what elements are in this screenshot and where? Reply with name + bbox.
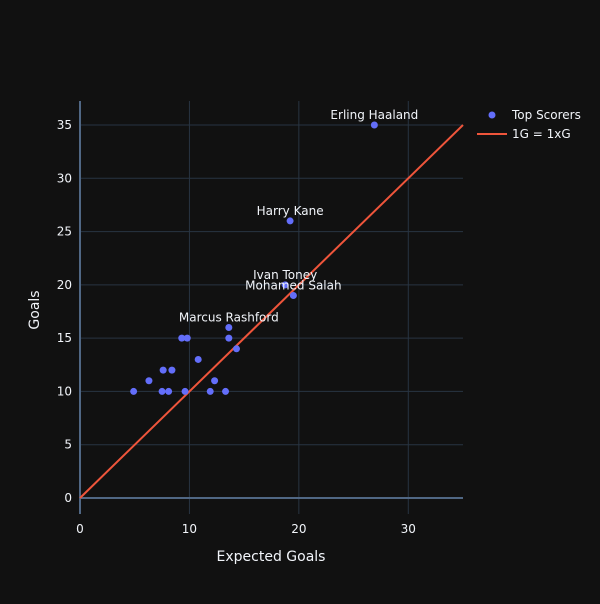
plot-series: Erling Haaland Harry Kane Ivan ToneyMohame… — [79, 108, 464, 499]
data-point — [165, 387, 173, 395]
data-point — [225, 323, 233, 331]
data-point — [232, 345, 240, 353]
point-label: Mohamed Salah — [245, 279, 341, 293]
data-point — [370, 121, 378, 129]
data-point — [289, 292, 297, 300]
grid — [79, 101, 463, 514]
legend-label-identity-line: 1G = 1xG — [512, 127, 571, 141]
data-point — [168, 366, 176, 374]
x-tick-label: 10 — [182, 522, 197, 536]
point-label: Erling Haaland — [330, 108, 418, 122]
legend-marker-top-scorers — [488, 111, 496, 119]
y-tick-label: 15 — [57, 331, 72, 345]
tick-labels: 0 10 20 30 0 5 10 15 20 25 30 35 — [57, 118, 416, 536]
x-tick-label: 30 — [401, 522, 416, 536]
y-tick-label: 0 — [64, 491, 72, 505]
legend-item-top-scorers[interactable]: Top Scorers — [488, 108, 581, 122]
data-point — [130, 387, 138, 395]
x-tick-label: 20 — [291, 522, 306, 536]
y-tick-label: 10 — [57, 384, 72, 398]
y-tick-label: 25 — [57, 225, 72, 239]
point-label: Ivan Toney — [253, 268, 317, 282]
data-point — [145, 377, 153, 385]
legend-label-top-scorers: Top Scorers — [511, 108, 581, 122]
point-label: Marcus Rashford — [179, 310, 279, 324]
data-point — [178, 334, 186, 342]
legend[interactable]: Top Scorers 1G = 1xG — [477, 108, 581, 141]
data-point — [181, 387, 189, 395]
y-tick-label: 20 — [57, 278, 72, 292]
data-point — [158, 387, 166, 395]
data-point — [183, 334, 191, 342]
data-point — [211, 377, 219, 385]
x-tick-label: 0 — [76, 522, 84, 536]
identity-line — [79, 124, 464, 499]
data-point — [225, 334, 233, 342]
data-point — [206, 387, 214, 395]
y-tick-label: 30 — [57, 171, 72, 185]
y-tick-label: 35 — [57, 118, 72, 132]
data-point — [281, 281, 289, 289]
x-axis-label: Expected Goals — [217, 549, 326, 565]
data-point — [222, 387, 230, 395]
data-point — [286, 217, 294, 225]
y-axis-label: Goals — [27, 290, 43, 329]
y-tick-label: 5 — [64, 438, 72, 452]
point-label: Harry Kane — [257, 204, 324, 218]
data-point — [159, 366, 167, 374]
data-point — [194, 355, 202, 363]
legend-item-identity-line[interactable]: 1G = 1xG — [477, 127, 571, 141]
